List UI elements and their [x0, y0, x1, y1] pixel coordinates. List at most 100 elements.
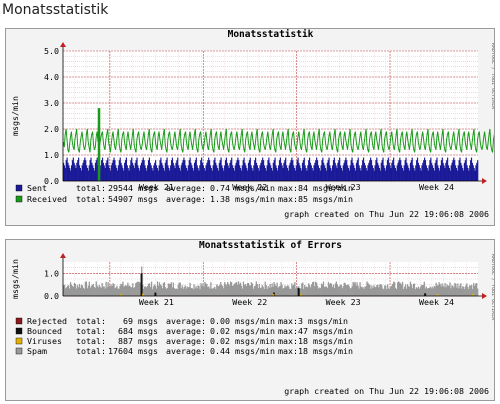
sent-bar — [385, 165, 388, 181]
spam-bar — [99, 286, 101, 296]
spam-bar — [384, 285, 386, 296]
spam-bar — [98, 284, 100, 296]
sent-bar — [408, 170, 411, 181]
sent-bar — [186, 170, 189, 181]
sent-bar — [122, 168, 124, 181]
spam-bar — [187, 287, 189, 296]
sent-bar — [221, 165, 223, 181]
rrdtool-watermark: RRDTOOL / TOBI OETIKER — [490, 43, 494, 110]
spam-bar — [455, 283, 457, 296]
sent-bar — [332, 160, 335, 181]
spam-bar — [324, 286, 327, 296]
sent-bar — [174, 168, 176, 181]
spam-bar — [68, 288, 71, 296]
spam-bar — [432, 288, 434, 296]
sent-bar — [377, 162, 379, 181]
spam-bar — [399, 283, 402, 296]
sent-bar — [296, 160, 298, 181]
sent-bar — [145, 168, 147, 181]
spam-bar — [150, 281, 153, 296]
sent-bar — [450, 165, 452, 181]
spam-bar — [257, 287, 259, 296]
spam-bar — [194, 288, 196, 296]
sent-bar — [256, 165, 258, 181]
sent-bar — [368, 162, 370, 181]
sent-bar — [339, 165, 342, 181]
spam-bar — [336, 284, 338, 296]
sent-bar — [452, 160, 454, 181]
sent-bar — [388, 162, 390, 181]
legend-swatch — [15, 195, 23, 203]
spam-bar — [430, 288, 432, 296]
spam-bar — [127, 282, 129, 296]
sent-bar — [324, 165, 326, 181]
sent-bar — [165, 160, 167, 181]
spam-bar — [266, 288, 268, 296]
sent-bar — [324, 168, 327, 181]
sent-bar — [449, 170, 451, 181]
spam-bar — [93, 286, 95, 296]
spam-bar — [264, 281, 266, 296]
sent-bar — [235, 162, 237, 181]
sent-bar — [89, 160, 91, 181]
spam-bar — [281, 284, 283, 296]
sent-bar — [87, 170, 89, 181]
legend-total-value: 17604 msgs — [108, 346, 158, 356]
spam-bar — [252, 288, 255, 296]
spam-bar — [413, 283, 416, 296]
sent-bar — [160, 157, 162, 181]
sent-bar — [133, 168, 135, 181]
spam-bar — [164, 287, 167, 296]
sent-bar — [134, 162, 136, 181]
sent-bar — [90, 157, 92, 181]
sent-bar — [307, 165, 309, 181]
spam-bar — [146, 286, 149, 296]
sent-bar — [157, 170, 159, 181]
spam-bar — [434, 286, 436, 296]
spam-bar — [464, 289, 466, 296]
y-tick-label: 0.0 — [44, 176, 59, 186]
spam-bar — [367, 282, 369, 296]
sent-bar — [384, 168, 386, 181]
sent-bar — [393, 157, 395, 181]
sent-bar — [193, 162, 196, 181]
sent-bar — [333, 157, 335, 181]
sent-bar — [153, 165, 155, 181]
spam-bar — [134, 287, 136, 296]
spam-bar — [192, 289, 194, 296]
sent-bar — [466, 165, 468, 181]
sent-bar — [192, 168, 194, 181]
sent-bar — [252, 170, 254, 181]
y-tick-label: 4.0 — [44, 72, 59, 82]
sent-bar — [355, 162, 358, 181]
sent-bar — [152, 170, 154, 181]
virus-bar — [272, 293, 275, 296]
legend-average-label: average: — [166, 194, 206, 204]
sent-bar — [206, 162, 208, 181]
spam-bar — [458, 288, 460, 296]
y-tick-label: 1.0 — [44, 268, 59, 278]
sent-bar — [463, 162, 466, 181]
virus-bar — [142, 293, 145, 296]
spam-bar — [197, 285, 199, 296]
sent-bar — [441, 157, 443, 181]
spam-bar — [351, 286, 353, 296]
sent-bar — [341, 170, 343, 181]
spam-bar — [166, 287, 169, 296]
spam-bar — [287, 285, 289, 296]
sent-bar — [303, 157, 305, 181]
sent-bar — [63, 162, 65, 181]
sent-bar — [138, 168, 140, 181]
sent-bar — [109, 170, 112, 181]
spam-bar — [186, 286, 188, 296]
spam-bar — [345, 285, 347, 296]
spam-bar — [467, 286, 469, 296]
sent-bar — [396, 165, 398, 181]
sent-bar — [364, 165, 366, 181]
sent-bar — [468, 170, 470, 181]
sent-bar — [434, 162, 436, 181]
spam-bar — [83, 288, 86, 296]
spam-bar — [454, 283, 456, 296]
sent-bar — [178, 168, 181, 181]
spam-bar — [339, 284, 341, 296]
